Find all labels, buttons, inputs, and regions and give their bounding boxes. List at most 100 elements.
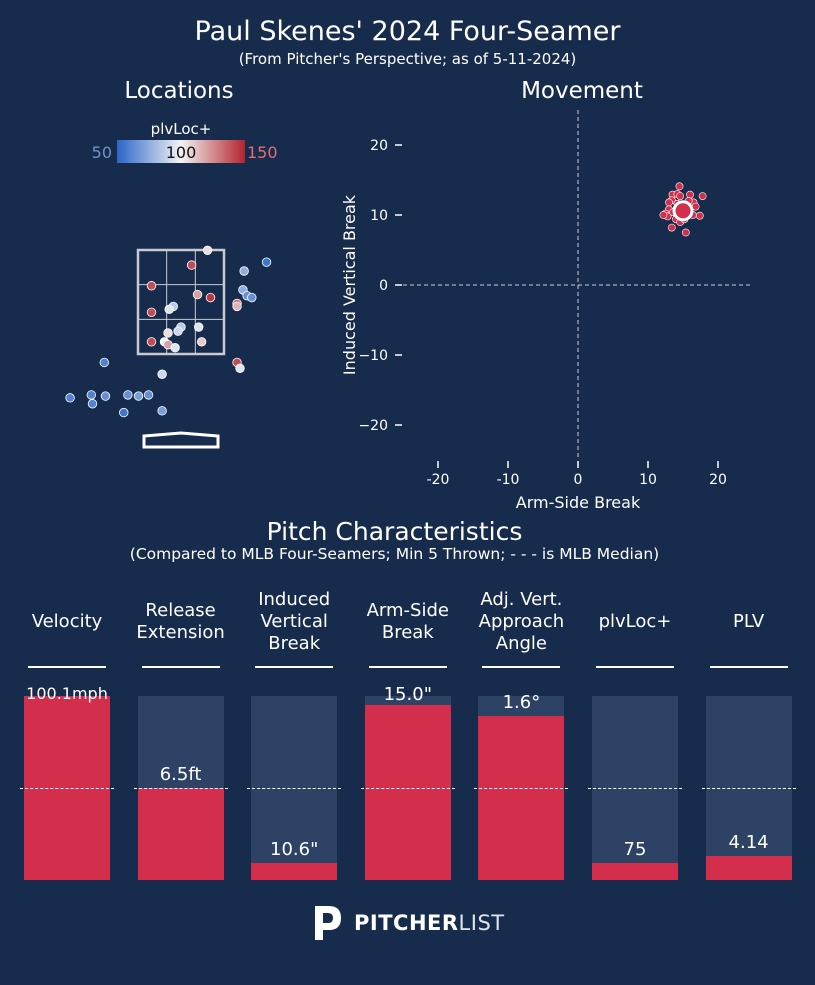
location-point bbox=[65, 393, 75, 403]
mlb-median-line bbox=[360, 788, 455, 789]
metric-bar bbox=[705, 856, 792, 880]
movement-point bbox=[698, 192, 707, 200]
metric-label: plvLoc+ bbox=[572, 585, 698, 659]
chart-title: Paul Skenes' 2024 Four-Seamer bbox=[194, 16, 621, 47]
metric-bar bbox=[364, 705, 451, 880]
location-point bbox=[261, 257, 272, 267]
location-point bbox=[163, 328, 173, 338]
metric-bar bbox=[251, 863, 338, 880]
y-tick-label: −20 bbox=[358, 418, 388, 434]
metric-bar bbox=[592, 863, 678, 880]
metric-label: Adj. Vert. Approach Angle bbox=[458, 585, 584, 659]
metric-label-line: Vertical bbox=[260, 611, 328, 632]
location-point bbox=[100, 391, 111, 401]
logo-light-text: LIST bbox=[458, 911, 505, 935]
movement-plot: 20 10 0 −10 −20 -20 -10 0 10 20 Arm-Side Break In… bbox=[340, 110, 753, 512]
x-tick-label: 10 bbox=[639, 472, 657, 488]
location-point bbox=[164, 304, 174, 315]
y-tick-label: 20 bbox=[370, 138, 388, 154]
characteristics-bars: Velocity 100.1mph Release Extension 6.5ft Ind… bbox=[0, 585, 815, 885]
metric-value: 1.6° bbox=[502, 692, 541, 714]
metric-column: Induced Vertical Break 10.6" bbox=[247, 585, 342, 885]
metric-value: 4.14 bbox=[728, 832, 769, 854]
location-point bbox=[86, 390, 97, 400]
movement-title: Movement bbox=[521, 78, 643, 104]
location-points bbox=[65, 245, 272, 418]
colorbar-mid-label: 100 bbox=[166, 143, 197, 162]
metric-bar bbox=[478, 716, 565, 880]
metric-column: plvLoc+ 75 bbox=[588, 585, 682, 885]
chart-subtitle: (From Pitcher's Perspective; as of 5-11-… bbox=[238, 50, 577, 68]
colorbar-label: plvLoc+ bbox=[151, 120, 212, 138]
metric-label-line: Release bbox=[145, 600, 216, 621]
home-plate bbox=[142, 431, 220, 449]
mlb-median-line bbox=[20, 788, 114, 789]
movement-point bbox=[681, 228, 690, 237]
metric-column: Adj. Vert. Approach Angle 1.6° bbox=[474, 585, 569, 885]
location-point bbox=[87, 399, 98, 409]
pitcherlist-logo-icon bbox=[315, 906, 341, 940]
x-tick-label: -10 bbox=[497, 472, 520, 488]
metric-column: Release Extension 6.5ft bbox=[133, 585, 228, 885]
y-tick-label: 10 bbox=[370, 208, 388, 224]
metric-underline bbox=[141, 666, 220, 668]
metric-label: Velocity bbox=[4, 585, 130, 659]
movement-average-point bbox=[672, 200, 694, 222]
colorbar-min-label: 50 bbox=[92, 143, 112, 162]
movement-point bbox=[686, 190, 694, 199]
metric-column: PLV 4.14 bbox=[701, 585, 796, 885]
metric-underline bbox=[368, 666, 447, 668]
metric-label: PLV bbox=[686, 585, 812, 659]
strike-zone-border bbox=[136, 248, 226, 356]
mlb-median-line bbox=[588, 788, 682, 789]
y-tick-label: −10 bbox=[358, 348, 388, 364]
x-tick-label: 20 bbox=[709, 472, 727, 488]
location-point bbox=[146, 281, 157, 291]
metric-underline bbox=[482, 666, 561, 668]
movement-point bbox=[695, 211, 704, 220]
y-tick-label: 0 bbox=[379, 278, 388, 294]
location-point bbox=[170, 342, 180, 353]
metric-column: Arm-Side Break 15.0" bbox=[360, 585, 455, 885]
metric-label-line: Adj. Vert. bbox=[480, 589, 563, 610]
mlb-median-line bbox=[247, 788, 342, 789]
metric-value: 100.1mph bbox=[26, 684, 108, 703]
movement-point bbox=[667, 223, 676, 232]
location-point bbox=[173, 326, 183, 336]
location-point bbox=[186, 260, 197, 270]
metric-value: 75 bbox=[623, 839, 647, 861]
pitcherlist-logo: PITCHERLIST bbox=[311, 903, 511, 943]
movement-point bbox=[659, 211, 668, 219]
movement-points bbox=[659, 182, 707, 237]
metric-underline bbox=[255, 666, 334, 668]
x-axis-label: Arm-Side Break bbox=[516, 493, 641, 512]
metric-label-line: Extension bbox=[136, 622, 225, 643]
characteristics-title: Pitch Characteristics bbox=[266, 517, 523, 546]
metric-value: 15.0" bbox=[383, 684, 432, 705]
y-axis-label: Induced Vertical Break bbox=[340, 194, 359, 375]
metric-label-line: plvLoc+ bbox=[598, 611, 672, 632]
movement-point bbox=[676, 192, 685, 200]
location-point bbox=[143, 390, 154, 400]
location-point bbox=[157, 369, 167, 379]
metric-bar bbox=[137, 788, 224, 880]
locations-plot: plvLoc+ 50 100 150 bbox=[65, 120, 278, 449]
colorbar bbox=[117, 140, 245, 163]
metric-value: 6.5ft bbox=[159, 764, 202, 785]
location-point bbox=[119, 407, 129, 418]
metric-label-line: Velocity bbox=[31, 611, 103, 632]
metric-underline bbox=[709, 666, 788, 668]
metric-label-line: Break bbox=[268, 633, 321, 654]
mlb-median-line bbox=[701, 788, 796, 789]
x-tick-label: -20 bbox=[427, 472, 450, 488]
location-point bbox=[247, 292, 257, 303]
location-point bbox=[157, 406, 167, 416]
metric-label: Induced Vertical Break bbox=[231, 585, 357, 659]
metric-label-line: PLV bbox=[732, 611, 765, 632]
location-point bbox=[192, 289, 203, 300]
metric-label-line: Break bbox=[381, 622, 434, 643]
movement-axes: 20 10 0 −10 −20 -20 -10 0 10 20 bbox=[358, 110, 753, 488]
locations-title: Locations bbox=[124, 78, 234, 104]
location-point bbox=[193, 322, 204, 332]
metric-label: Arm-Side Break bbox=[345, 585, 471, 659]
